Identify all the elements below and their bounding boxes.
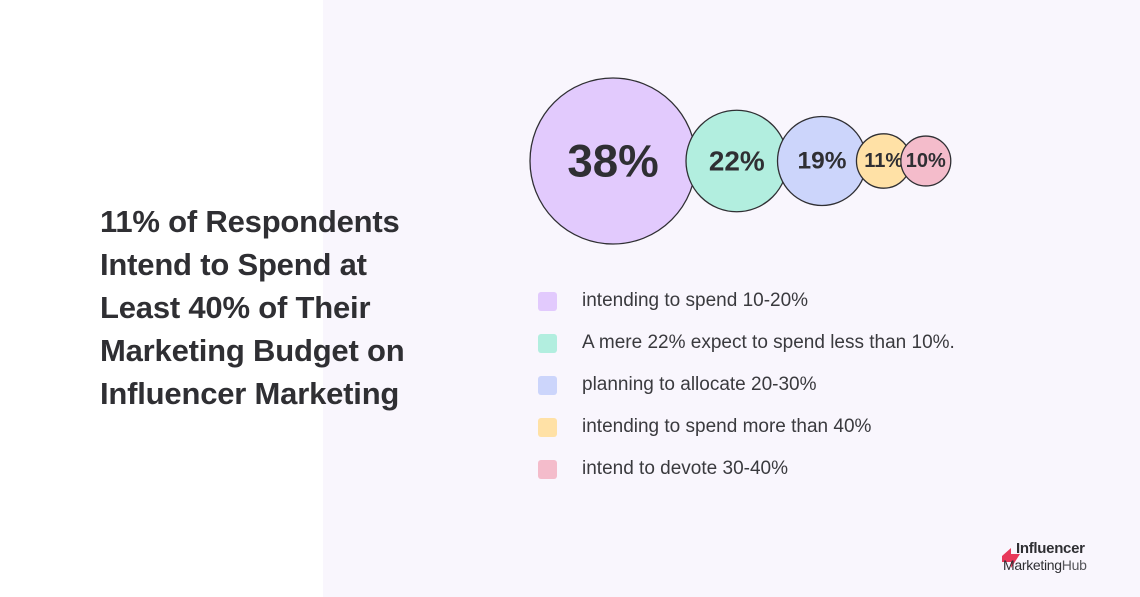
legend-swatch-5 bbox=[538, 459, 557, 479]
page-title: 11% of Respondents Intend to Spend at Le… bbox=[100, 204, 405, 411]
logo-text-line2: MarketingHub bbox=[1003, 557, 1087, 573]
logo-mark-icon bbox=[1002, 548, 1020, 568]
bubble-label-3: 19% bbox=[798, 148, 847, 175]
legend-swatch-2 bbox=[538, 333, 557, 353]
legend-swatch-4 bbox=[538, 417, 557, 437]
chart-panel bbox=[323, 0, 1140, 597]
legend-label-1: intending to spend 10-20% bbox=[582, 290, 809, 311]
bubble-label-5: 10% bbox=[906, 150, 946, 172]
legend-item-4: intending to spend more than 40% bbox=[538, 406, 955, 448]
logo-text-marketing: Marketing bbox=[1003, 557, 1062, 573]
bubble-chart: 38% 22% 19% 11% 10% bbox=[529, 77, 952, 245]
legend-item-2: A mere 22% expect to spend less than 10%… bbox=[538, 322, 955, 364]
influencer-marketing-hub-logo: Influencer MarketingHub bbox=[1000, 540, 1130, 580]
bubble-label-1: 38% bbox=[567, 136, 658, 187]
legend-item-1: intending to spend 10-20% bbox=[538, 280, 955, 322]
chart-legend: intending to spend 10-20% A mere 22% expe… bbox=[538, 280, 955, 490]
legend-label-3: planning to allocate 20-30% bbox=[582, 374, 817, 395]
legend-item-3: planning to allocate 20-30% bbox=[538, 364, 955, 406]
bubble-5 bbox=[900, 135, 952, 187]
legend-swatch-3 bbox=[538, 375, 557, 395]
legend-label-4: intending to spend more than 40% bbox=[582, 416, 872, 437]
bubble-label-2: 22% bbox=[709, 146, 765, 177]
legend-label-2: A mere 22% expect to spend less than 10%… bbox=[582, 332, 955, 353]
logo-text-line1: Influencer bbox=[1016, 540, 1085, 557]
legend-swatch-1 bbox=[538, 291, 557, 311]
legend-item-5: intend to devote 30-40% bbox=[538, 448, 955, 490]
logo-text-hub: Hub bbox=[1061, 557, 1087, 573]
legend-label-5: intend to devote 30-40% bbox=[582, 458, 788, 479]
bubble-label-4: 11% bbox=[864, 150, 903, 172]
